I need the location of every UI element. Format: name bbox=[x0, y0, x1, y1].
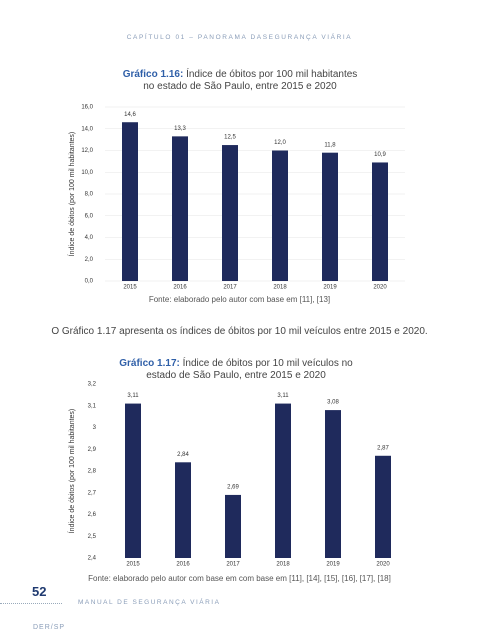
x-tick-label: 2019 bbox=[323, 285, 337, 291]
value-label: 3,11 bbox=[277, 393, 289, 399]
y-tick-label: 3 bbox=[93, 425, 97, 431]
chart-title: Gráfico 1.16: Índice de óbitos por 100 m… bbox=[120, 69, 360, 93]
title-label: Gráfico 1.16: bbox=[122, 69, 184, 80]
bar bbox=[175, 462, 191, 558]
x-tick-label: 2020 bbox=[373, 285, 387, 291]
header: CAPÍTULO 01 – PANORAMA DASEGURANÇA VIÁRI… bbox=[126, 34, 353, 41]
y-tick-label: 2,7 bbox=[88, 490, 97, 496]
title-text: Índice de óbitos por 10 mil veículos no … bbox=[146, 358, 353, 381]
x-tick-label: 2018 bbox=[273, 285, 287, 291]
y-tick-label: 2,8 bbox=[88, 469, 97, 475]
chart-title: Gráfico 1.17: Índice de óbitos por 10 mi… bbox=[116, 358, 356, 382]
value-label: 2,84 bbox=[177, 452, 189, 458]
y-axis-label: Índice de óbitos (por 100 mil habitantes… bbox=[67, 132, 76, 257]
paragraph: O Gráfico 1.17 apresenta os índices de ó… bbox=[51, 326, 428, 337]
x-tick-label: 2017 bbox=[223, 285, 237, 291]
y-tick-label: 4,0 bbox=[85, 235, 94, 241]
y-tick-label: 2,0 bbox=[85, 257, 94, 263]
y-tick-label: 8,0 bbox=[85, 192, 94, 198]
y-tick-label: 2,5 bbox=[88, 534, 97, 540]
x-tick-label: 2017 bbox=[226, 562, 240, 568]
value-label: 11,8 bbox=[324, 142, 336, 148]
value-label: 10,9 bbox=[374, 152, 386, 158]
title-label: Gráfico 1.17: bbox=[119, 358, 180, 369]
x-tick-label: 2018 bbox=[276, 562, 290, 568]
y-tick-label: 2,6 bbox=[88, 512, 97, 518]
y-axis-label: Índice de óbitos (por 100 mil habitantes… bbox=[67, 409, 76, 534]
source: Fonte: elaborado pelo autor com base em … bbox=[148, 295, 331, 304]
x-tick-label: 2019 bbox=[326, 562, 340, 568]
bar bbox=[172, 136, 188, 281]
y-tick-label: 6,0 bbox=[85, 213, 94, 219]
y-tick-label: 12,0 bbox=[81, 148, 93, 154]
x-tick-label: 2015 bbox=[123, 285, 137, 291]
bar bbox=[275, 403, 291, 558]
bar bbox=[322, 152, 338, 281]
x-tick-label: 2016 bbox=[173, 285, 187, 291]
bar bbox=[375, 455, 391, 558]
value-label: 12,5 bbox=[224, 135, 236, 141]
y-tick-label: 10,0 bbox=[81, 170, 93, 176]
value-label: 3,11 bbox=[127, 393, 139, 399]
y-tick-label: 14,0 bbox=[81, 126, 93, 132]
y-tick-label: 2,9 bbox=[88, 447, 97, 453]
bar bbox=[225, 494, 241, 558]
rule bbox=[0, 603, 62, 604]
y-tick-label: 3,2 bbox=[88, 382, 97, 388]
x-tick-label: 2020 bbox=[376, 562, 390, 568]
bar bbox=[272, 150, 288, 281]
value-label: 2,69 bbox=[227, 485, 239, 491]
value-label: 12,0 bbox=[274, 140, 286, 146]
bar bbox=[122, 122, 138, 281]
x-tick-label: 2015 bbox=[126, 562, 140, 568]
source: Fonte: elaborado pelo autor com base em … bbox=[88, 574, 391, 583]
y-tick-label: 2,4 bbox=[88, 556, 97, 562]
value-label: 13,3 bbox=[174, 126, 186, 132]
bar bbox=[125, 403, 141, 558]
publisher: DER/SP bbox=[33, 624, 66, 631]
bar bbox=[222, 145, 238, 281]
footer: MANUAL DE SEGURANÇA VIÁRIA bbox=[78, 599, 221, 606]
value-label: 2,87 bbox=[377, 445, 389, 451]
x-tick-label: 2016 bbox=[176, 562, 190, 568]
bar bbox=[372, 162, 388, 281]
value-label: 14,6 bbox=[124, 112, 136, 118]
title-text: Índice de óbitos por 100 mil habitantes … bbox=[143, 69, 358, 92]
y-tick-label: 3,1 bbox=[88, 403, 97, 409]
page-number: 52 bbox=[32, 584, 47, 599]
bar bbox=[325, 410, 341, 558]
value-label: 3,08 bbox=[327, 400, 339, 406]
y-tick-label: 16,0 bbox=[81, 105, 93, 111]
y-tick-label: 0,0 bbox=[85, 279, 94, 285]
